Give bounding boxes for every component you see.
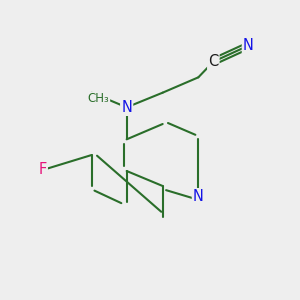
Text: N: N bbox=[121, 100, 132, 115]
Text: C: C bbox=[208, 54, 218, 69]
Text: N: N bbox=[193, 189, 204, 204]
Text: F: F bbox=[38, 163, 47, 178]
Text: N: N bbox=[243, 38, 254, 53]
Text: CH₃: CH₃ bbox=[88, 92, 110, 105]
